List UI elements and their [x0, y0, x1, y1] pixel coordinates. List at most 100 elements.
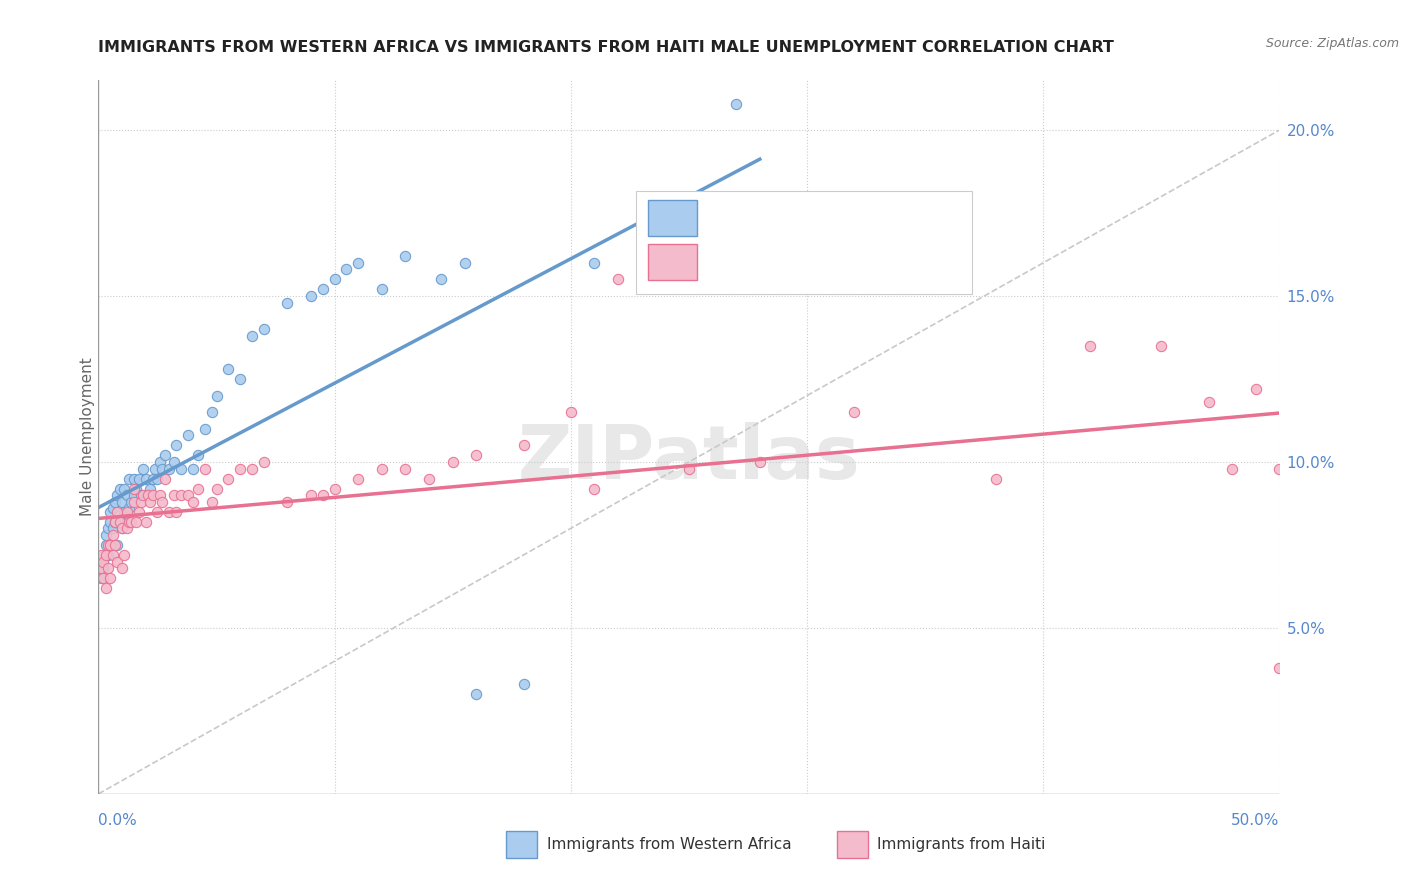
Point: [1198, 395, 1220, 409]
Point: [91, 555, 114, 569]
Point: [1150, 339, 1173, 353]
Point: [143, 461, 166, 475]
Point: [111, 495, 134, 509]
Point: [194, 461, 217, 475]
Point: [229, 461, 252, 475]
Point: [430, 272, 453, 286]
Text: 0.0%: 0.0%: [98, 814, 138, 828]
Point: [844, 405, 866, 419]
Point: [149, 455, 172, 469]
Point: [104, 515, 127, 529]
Point: [299, 488, 322, 502]
Point: [112, 505, 135, 519]
Point: [91, 561, 114, 575]
Point: [115, 521, 138, 535]
Point: [101, 521, 124, 535]
Point: [94, 538, 117, 552]
Point: [132, 488, 155, 502]
Point: [394, 249, 416, 263]
Point: [91, 571, 114, 585]
Point: [121, 515, 143, 529]
Point: [187, 448, 209, 462]
Point: [512, 677, 534, 691]
Point: [512, 438, 534, 452]
Point: [105, 555, 128, 569]
Point: [312, 282, 335, 296]
Point: [194, 422, 217, 436]
Point: [94, 548, 117, 562]
Point: [165, 438, 187, 452]
Point: [441, 455, 464, 469]
Text: R = 0.415: R = 0.415: [711, 253, 794, 271]
Point: [97, 548, 120, 562]
Point: [177, 428, 200, 442]
Point: [465, 448, 488, 462]
Point: [105, 505, 128, 519]
Point: [323, 272, 346, 286]
Point: [165, 505, 187, 519]
Text: ZIPatlas: ZIPatlas: [517, 422, 860, 495]
Point: [122, 472, 145, 486]
Point: [108, 515, 131, 529]
Point: [98, 571, 121, 585]
Point: [118, 472, 141, 486]
Point: [122, 482, 145, 496]
Point: [125, 482, 148, 496]
Point: [253, 322, 276, 336]
Point: [229, 372, 252, 386]
Point: [118, 515, 141, 529]
Bar: [636, 191, 973, 294]
Point: [97, 521, 120, 535]
Point: [418, 472, 440, 486]
Text: 50.0%: 50.0%: [1232, 814, 1279, 828]
Point: [240, 461, 263, 475]
Point: [163, 488, 186, 502]
Point: [371, 282, 394, 296]
Point: [1268, 461, 1291, 475]
Point: [153, 448, 176, 462]
Point: [371, 461, 394, 475]
Point: [115, 488, 138, 502]
Point: [394, 461, 416, 475]
Point: [1220, 461, 1243, 475]
Point: [153, 472, 176, 486]
Point: [323, 482, 346, 496]
Point: [97, 561, 120, 575]
Bar: [648, 244, 697, 280]
Point: [122, 495, 145, 509]
Point: [125, 515, 148, 529]
Point: [142, 488, 165, 502]
Text: R = 0.629: R = 0.629: [711, 209, 794, 227]
Point: [170, 461, 193, 475]
Point: [347, 472, 370, 486]
Point: [217, 472, 239, 486]
Point: [115, 515, 138, 529]
Point: [98, 538, 121, 552]
Text: Immigrants from Western Africa: Immigrants from Western Africa: [547, 838, 792, 852]
Point: [1080, 339, 1102, 353]
Text: Immigrants from Haiti: Immigrants from Haiti: [877, 838, 1046, 852]
Point: [181, 461, 204, 475]
Point: [118, 501, 141, 516]
Point: [132, 461, 155, 475]
Point: [104, 515, 127, 529]
Point: [90, 561, 112, 575]
Bar: [648, 200, 697, 235]
Point: [253, 455, 276, 469]
Point: [101, 528, 124, 542]
Point: [347, 256, 370, 270]
Point: [128, 505, 150, 519]
Point: [136, 488, 159, 502]
Point: [177, 488, 200, 502]
Point: [560, 405, 582, 419]
Point: [129, 495, 152, 509]
Point: [240, 329, 263, 343]
Point: [276, 295, 298, 310]
Point: [104, 538, 127, 552]
Point: [142, 472, 165, 486]
Point: [583, 256, 606, 270]
Point: [115, 505, 138, 519]
Point: [205, 482, 228, 496]
Point: [111, 521, 134, 535]
Point: [299, 289, 322, 303]
